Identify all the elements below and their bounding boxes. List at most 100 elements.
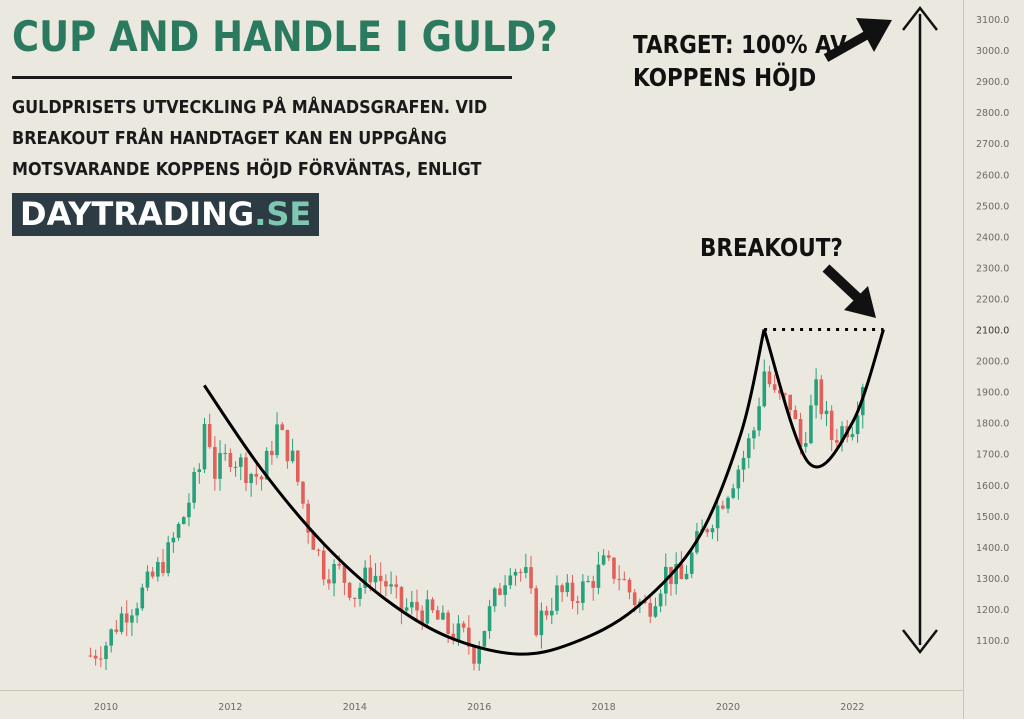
y-tick-label: 2600.0 bbox=[976, 170, 1009, 181]
candle-body bbox=[803, 443, 808, 447]
candle-body bbox=[705, 529, 710, 533]
candle-body bbox=[130, 615, 134, 623]
candle-body bbox=[658, 593, 663, 607]
candle-body bbox=[575, 601, 580, 603]
y-tick-label: 1600.0 bbox=[976, 481, 1009, 492]
candle-body bbox=[192, 472, 196, 503]
x-tick-label: 2022 bbox=[840, 702, 864, 713]
candle-body bbox=[627, 579, 632, 593]
candle-body bbox=[373, 575, 378, 583]
candle-body bbox=[244, 457, 248, 484]
candle-body bbox=[741, 457, 746, 470]
candle-body bbox=[321, 550, 326, 580]
candle-body bbox=[513, 571, 518, 576]
candle-body bbox=[814, 379, 818, 406]
y-tick-label: 2900.0 bbox=[976, 77, 1009, 88]
x-tick-label: 2014 bbox=[343, 702, 367, 713]
candle-body bbox=[549, 610, 554, 616]
candle-body bbox=[358, 587, 362, 599]
candle-body bbox=[311, 532, 316, 550]
arrow-down-right-icon bbox=[822, 264, 876, 318]
candle-body bbox=[829, 410, 834, 440]
y-tick-label: 1800.0 bbox=[976, 419, 1009, 430]
candle-body bbox=[601, 555, 606, 565]
candle-body bbox=[472, 646, 476, 664]
candle-body bbox=[404, 607, 409, 611]
candle-body bbox=[731, 488, 735, 498]
candle-body bbox=[570, 582, 575, 602]
candle-body bbox=[622, 579, 627, 581]
candle-body bbox=[767, 371, 772, 385]
candle-body bbox=[653, 606, 658, 617]
candle-body bbox=[150, 571, 155, 577]
candle-body bbox=[793, 410, 798, 420]
candle-body bbox=[544, 610, 549, 616]
candle-body bbox=[772, 384, 777, 390]
candle-body bbox=[617, 578, 621, 580]
candle-body bbox=[259, 476, 264, 480]
candle-body bbox=[726, 497, 730, 509]
candle-body bbox=[850, 434, 855, 438]
candle-body bbox=[399, 586, 404, 611]
candle-body bbox=[166, 542, 170, 574]
candle-body bbox=[306, 503, 310, 533]
candle-body bbox=[197, 469, 202, 473]
y-tick-label: 2500.0 bbox=[976, 201, 1009, 212]
candle-body bbox=[648, 602, 653, 617]
y-tick-label: 2400.0 bbox=[976, 232, 1009, 243]
candle-body bbox=[301, 481, 305, 504]
y-tick-label: 1500.0 bbox=[976, 512, 1009, 523]
breakout-annotation: BREAKOUT? bbox=[700, 233, 843, 262]
y-tick-label: 3100.0 bbox=[976, 15, 1009, 26]
candle-body bbox=[223, 452, 228, 454]
candle-body bbox=[721, 505, 725, 509]
candle-body bbox=[591, 581, 596, 588]
candle-body bbox=[819, 379, 824, 415]
y-tick-label: 2700.0 bbox=[976, 139, 1009, 150]
candle-body bbox=[145, 571, 150, 588]
candle-body bbox=[353, 597, 357, 599]
candle-body bbox=[715, 505, 720, 529]
candle-body bbox=[161, 561, 165, 574]
candle-body bbox=[508, 575, 513, 586]
candle-body bbox=[809, 405, 813, 444]
candle-body bbox=[394, 584, 399, 587]
candle-body bbox=[363, 567, 367, 588]
candle-body bbox=[467, 627, 471, 647]
candle-body bbox=[565, 582, 570, 593]
candle-body bbox=[181, 517, 186, 524]
candle-body bbox=[207, 424, 212, 447]
candle-body bbox=[746, 438, 751, 458]
candle-body bbox=[316, 549, 321, 551]
candle-body bbox=[757, 406, 761, 431]
candle-body bbox=[109, 629, 113, 646]
candle-body bbox=[389, 584, 393, 587]
candle-body bbox=[752, 430, 756, 439]
resistance-tick-bg bbox=[964, 322, 1024, 337]
candle-body bbox=[290, 450, 295, 462]
candle-body bbox=[456, 623, 461, 641]
brand-tld: .SE bbox=[254, 195, 312, 233]
candle-body bbox=[238, 457, 243, 467]
title-underline bbox=[12, 76, 512, 79]
x-tick-label: 2020 bbox=[716, 702, 740, 713]
candle-body bbox=[280, 424, 285, 430]
y-tick-label: 1100.0 bbox=[976, 636, 1009, 647]
y-tick-label: 1700.0 bbox=[976, 450, 1009, 461]
candle-body bbox=[228, 452, 233, 467]
candle-body bbox=[539, 610, 544, 636]
candle-body bbox=[88, 655, 93, 657]
x-tick-label: 2018 bbox=[592, 702, 616, 713]
candle-body bbox=[736, 469, 741, 489]
candle-body bbox=[415, 601, 419, 611]
y-tick-label: 1900.0 bbox=[976, 388, 1009, 399]
x-tick-label: 2012 bbox=[218, 702, 242, 713]
candle-body bbox=[783, 393, 787, 395]
brand-logo: DAYTRADING.SE bbox=[12, 193, 320, 236]
candle-body bbox=[798, 419, 803, 447]
candle-body bbox=[596, 564, 601, 588]
candle-body bbox=[176, 523, 181, 538]
candle-body bbox=[347, 582, 352, 598]
candle-body bbox=[840, 426, 844, 443]
y-tick-label: 2200.0 bbox=[976, 294, 1009, 305]
